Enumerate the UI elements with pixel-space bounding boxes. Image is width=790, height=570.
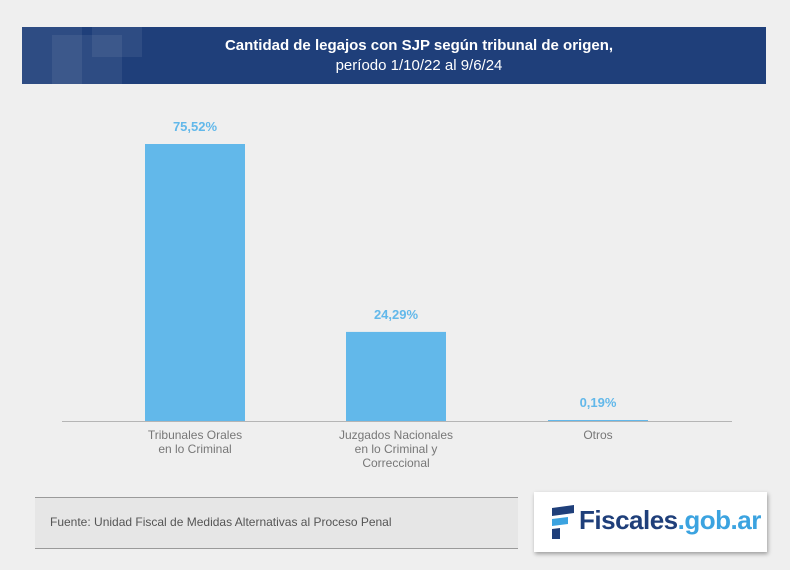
data-label: 24,29% [374, 307, 419, 322]
data-label: 75,52% [173, 119, 218, 134]
bar [346, 331, 446, 421]
logo-domain: .gob.ar [677, 505, 762, 535]
category-label: Correccional [362, 456, 429, 470]
category-label: Juzgados Nacionales [339, 428, 453, 442]
fiscales-logo: Fiscales.gob.ar [534, 492, 767, 552]
chart-header: Cantidad de legajos con SJP según tribun… [22, 27, 766, 84]
bar [548, 420, 648, 421]
category-label: Tribunales Orales [148, 428, 242, 442]
header-decoration [22, 27, 82, 84]
source-text: Fuente: Unidad Fiscal de Medidas Alterna… [50, 515, 392, 529]
category-label: en lo Criminal y [355, 442, 438, 456]
bar [145, 144, 245, 421]
data-label: 0,19% [580, 395, 617, 410]
category-label: en lo Criminal [158, 442, 231, 456]
logo-name: Fiscales [579, 505, 678, 535]
category-label: Otros [583, 428, 612, 442]
chart-subtitle: período 1/10/22 al 9/6/24 [335, 57, 503, 74]
header-decoration [52, 35, 122, 84]
source-note: Fuente: Unidad Fiscal de Medidas Alterna… [35, 497, 518, 549]
fiscales-logo-icon [552, 505, 574, 539]
chart-title: Cantidad de legajos con SJP según tribun… [224, 37, 614, 54]
logo-wordmark: Fiscales.gob.ar [579, 505, 761, 536]
header-decoration [92, 27, 142, 57]
